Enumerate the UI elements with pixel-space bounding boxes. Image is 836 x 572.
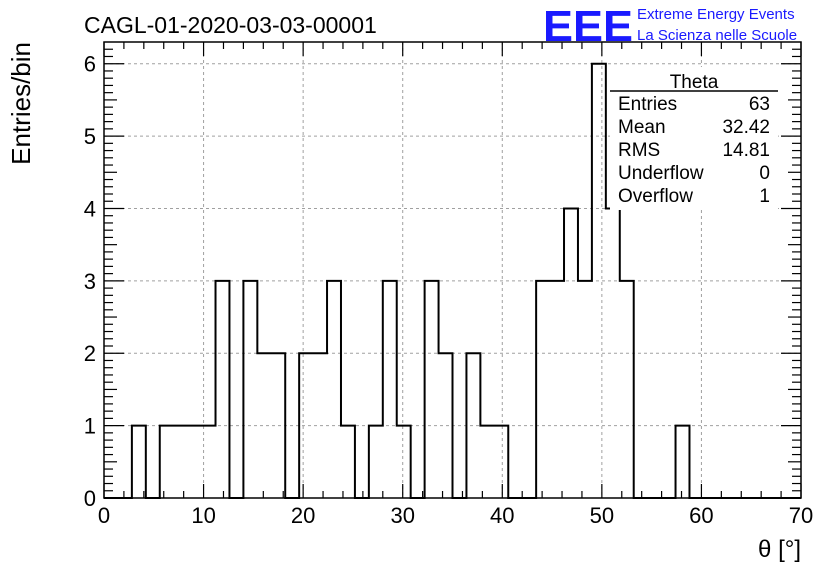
x-tick-label: 20 [291, 503, 315, 528]
y-tick-label: 1 [84, 414, 96, 439]
x-tick-label: 70 [789, 503, 813, 528]
chart-title: CAGL-01-2020-03-03-00001 [84, 12, 377, 38]
x-tick-label: 60 [689, 503, 713, 528]
stats-mean-value: 32.42 [722, 117, 770, 138]
stats-underflow-label: Underflow [618, 163, 704, 184]
y-tick-label: 4 [84, 196, 96, 221]
y-tick-label: 3 [84, 269, 96, 294]
brand-line-1: Extreme Energy Events [637, 6, 795, 23]
stats-entries-label: Entries [618, 94, 677, 115]
x-tick-label: 10 [191, 503, 215, 528]
plot-frame [103, 41, 802, 499]
x-tick-label: 50 [590, 503, 614, 528]
stats-mean-label: Mean [618, 117, 666, 138]
x-tick-label: 30 [390, 503, 414, 528]
x-axis-label: θ [°] [758, 536, 801, 563]
stats-overflow-value: 1 [759, 186, 770, 207]
y-tick-label: 2 [84, 341, 96, 366]
y-axis-label: Entries/bin [6, 42, 36, 165]
y-tick-label: 6 [84, 52, 96, 77]
stats-rms-label: RMS [618, 140, 660, 161]
x-tick-label: 0 [98, 503, 110, 528]
stats-box-title: Theta [670, 72, 719, 93]
stats-overflow-label: Overflow [618, 186, 693, 207]
eee-logo: EEE [543, 2, 633, 51]
x-tick-label: 40 [490, 503, 514, 528]
y-tick-label: 0 [84, 486, 96, 511]
stats-rms-value: 14.81 [722, 140, 770, 161]
stats-entries-value: 63 [749, 94, 770, 115]
brand-line-2: La Scienza nelle Scuole [637, 27, 797, 44]
stats-underflow-value: 0 [759, 163, 770, 184]
y-tick-label: 5 [84, 124, 96, 149]
stats-box: Theta Entries 63 Mean 32.42 RMS 14.81 Un… [610, 67, 778, 210]
